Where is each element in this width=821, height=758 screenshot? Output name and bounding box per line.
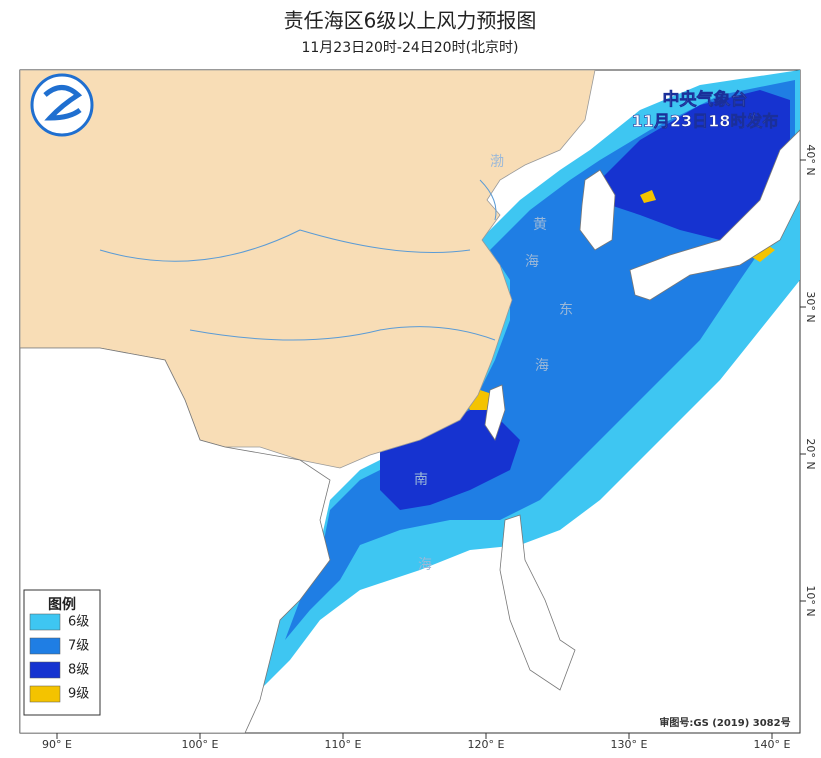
map-frame	[19, 69, 801, 734]
sea-label: 黄	[533, 216, 547, 233]
sea-label: 海	[525, 254, 539, 270]
legend-title: 图例	[48, 596, 76, 613]
sea-label: 海	[535, 358, 549, 374]
legend-swatch	[29, 637, 61, 655]
legend-label: 8级	[68, 663, 89, 678]
longitude-label: 100° E	[182, 738, 219, 751]
logo	[30, 73, 94, 137]
longitude-label: 130° E	[611, 738, 648, 751]
longitude-label: 110° E	[325, 738, 362, 751]
sea-label: 南	[414, 472, 428, 488]
latitude-label: 20° N	[804, 438, 817, 469]
legend-label: 6级	[68, 615, 89, 630]
longitude-label: 90° E	[42, 738, 72, 751]
taiwan-land	[484, 384, 506, 441]
sea-label: 东	[559, 302, 573, 318]
sea-label: 渤	[490, 154, 504, 170]
latitude-label: 40° N	[804, 144, 817, 175]
philippines-land	[499, 514, 576, 691]
legend-swatch	[29, 613, 61, 631]
sea-label: 海	[418, 557, 432, 573]
map-approval: 审图号:GS (2019) 3082号	[659, 716, 790, 729]
legend-swatch	[29, 685, 61, 703]
issuer-name: 中央气象台	[663, 89, 748, 110]
wind-zone-8	[600, 90, 790, 240]
longitude-label: 140° E	[754, 738, 791, 751]
subtitle: 11月23日20时-24日20时(北京时)	[301, 40, 518, 56]
legend: 图例 6级 7级 8级 9级	[23, 589, 101, 716]
longitude-label: 120° E	[468, 738, 505, 751]
latitude-label: 10° N	[804, 585, 817, 616]
japan-land	[629, 129, 800, 301]
river	[99, 229, 471, 262]
latitude-label: 30° N	[804, 291, 817, 322]
river	[479, 179, 497, 221]
wind-zone-9	[640, 190, 656, 203]
legend-label: 9级	[68, 687, 89, 702]
legend-swatch	[29, 661, 61, 679]
title: 责任海区6级以上风力预报图	[284, 9, 537, 33]
korea-land	[579, 169, 616, 251]
river	[189, 326, 496, 341]
legend-label: 7级	[68, 639, 89, 654]
issue-time: 11月23日18时发布	[632, 112, 779, 131]
